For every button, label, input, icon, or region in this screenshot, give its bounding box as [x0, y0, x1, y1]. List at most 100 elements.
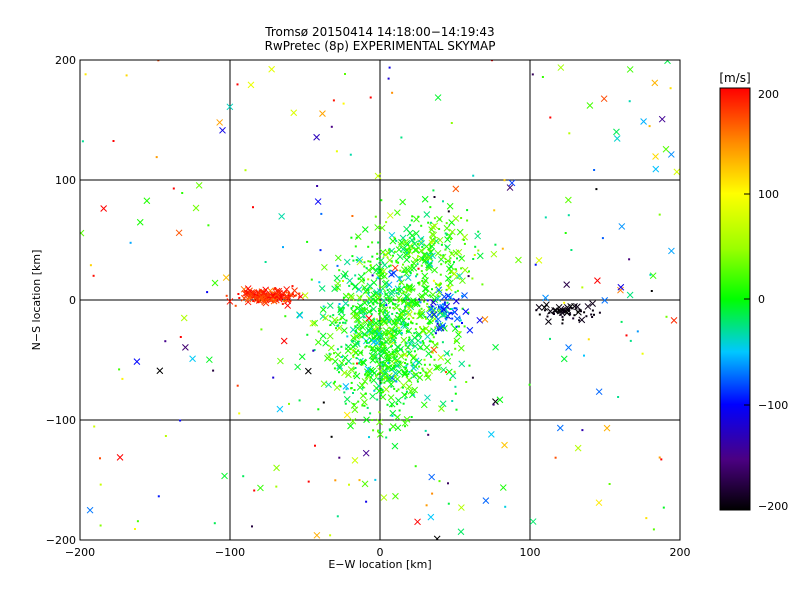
- data-point-dot: [292, 293, 294, 296]
- data-point-dot: [441, 341, 444, 344]
- data-point-dot: [669, 87, 672, 90]
- data-point-cross: [361, 306, 369, 314]
- data-point-dot: [363, 333, 366, 336]
- data-point-cross: [363, 416, 370, 424]
- data-point-dot: [407, 330, 410, 333]
- data-point-cross: [363, 368, 371, 376]
- data-point-dot: [504, 505, 507, 508]
- data-point-cross: [383, 311, 391, 318]
- data-point-dot: [503, 179, 506, 182]
- data-point-cross: [429, 237, 437, 245]
- data-point-dot: [396, 261, 399, 264]
- data-point-dot: [264, 299, 267, 301]
- data-point-cross: [294, 363, 301, 371]
- data-point-dot: [384, 373, 387, 376]
- data-point-dot: [534, 263, 537, 266]
- data-point-cross: [420, 401, 428, 409]
- data-point-dot: [454, 268, 457, 271]
- data-point-cross: [351, 283, 359, 291]
- data-point-dot: [444, 248, 447, 251]
- data-point-cross: [395, 368, 403, 376]
- data-point-cross: [337, 306, 344, 314]
- data-point-cross: [370, 291, 378, 299]
- data-point-dot: [414, 465, 417, 468]
- data-point-dot: [260, 328, 263, 331]
- data-point-dot: [363, 307, 366, 310]
- data-point-dot: [377, 319, 380, 322]
- data-point-dot: [420, 264, 423, 267]
- data-point-cross: [291, 287, 298, 295]
- data-point-dot: [343, 391, 346, 394]
- data-point-dot: [383, 363, 386, 366]
- data-point-dot: [387, 362, 390, 364]
- data-point-dot: [319, 249, 322, 252]
- data-point-cross: [421, 272, 429, 280]
- data-point-dot: [313, 349, 316, 351]
- data-point-cross: [377, 352, 385, 360]
- data-point-dot: [275, 485, 278, 488]
- data-point-cross: [405, 327, 413, 335]
- data-point-cross: [226, 103, 234, 111]
- data-point-dot: [404, 344, 407, 347]
- data-point-dot: [310, 278, 313, 281]
- data-point-dot: [404, 297, 407, 300]
- data-point-cross: [309, 319, 317, 327]
- data-point-cross: [366, 282, 374, 290]
- data-point-dot: [318, 281, 321, 284]
- data-point-dot: [570, 249, 573, 251]
- data-point-dot: [157, 495, 160, 498]
- data-point-dot: [390, 405, 393, 408]
- data-point-dot: [352, 339, 354, 342]
- data-point-cross: [345, 371, 352, 379]
- data-point-dot: [320, 212, 323, 215]
- data-point-cross: [327, 344, 335, 352]
- data-point-dot: [389, 269, 392, 272]
- data-point-cross: [156, 367, 164, 375]
- data-point-dot: [367, 301, 370, 304]
- data-point-cross: [347, 366, 355, 373]
- data-point-dot: [417, 282, 420, 284]
- data-point-dot: [414, 328, 417, 331]
- data-point-dot: [330, 125, 333, 128]
- data-point-dot: [298, 399, 301, 402]
- data-point-cross: [319, 306, 327, 313]
- data-point-dot: [369, 379, 372, 382]
- data-point-dot: [332, 314, 335, 317]
- data-point-dot: [288, 402, 290, 405]
- data-point-dot: [344, 321, 347, 324]
- data-point-dot: [373, 291, 376, 294]
- data-point-dot: [336, 288, 339, 291]
- data-point-cross: [353, 316, 361, 323]
- data-point-cross: [401, 391, 408, 399]
- data-point-dot: [381, 389, 384, 391]
- data-point-dot: [419, 301, 422, 304]
- data-point-dot: [395, 259, 398, 262]
- data-point-cross: [356, 258, 364, 266]
- data-point-dot: [422, 369, 425, 372]
- data-point-dot: [272, 376, 275, 379]
- data-point-dot: [272, 288, 275, 291]
- data-point-cross: [276, 405, 284, 413]
- data-point-cross: [277, 357, 284, 365]
- data-point-dot: [377, 377, 380, 380]
- data-point-cross: [406, 229, 414, 237]
- data-point-dot: [481, 283, 484, 286]
- data-point-dot: [380, 304, 383, 307]
- data-point-dot: [437, 365, 439, 368]
- data-point-dot: [645, 517, 648, 520]
- data-point-dot: [431, 492, 434, 495]
- data-point-dot: [412, 394, 415, 397]
- data-point-cross: [365, 326, 372, 334]
- data-point-cross: [586, 102, 594, 109]
- data-point-cross: [343, 395, 351, 403]
- data-point-dot: [434, 307, 436, 310]
- data-point-dot: [398, 276, 401, 279]
- data-point-dot: [437, 284, 440, 286]
- data-point-cross: [425, 254, 433, 261]
- data-point-dot: [381, 341, 384, 344]
- data-point-cross: [369, 264, 376, 272]
- data-point-dot: [333, 380, 336, 383]
- data-point-dot: [368, 345, 371, 348]
- data-point-cross: [439, 253, 447, 261]
- data-point-dot: [416, 263, 419, 266]
